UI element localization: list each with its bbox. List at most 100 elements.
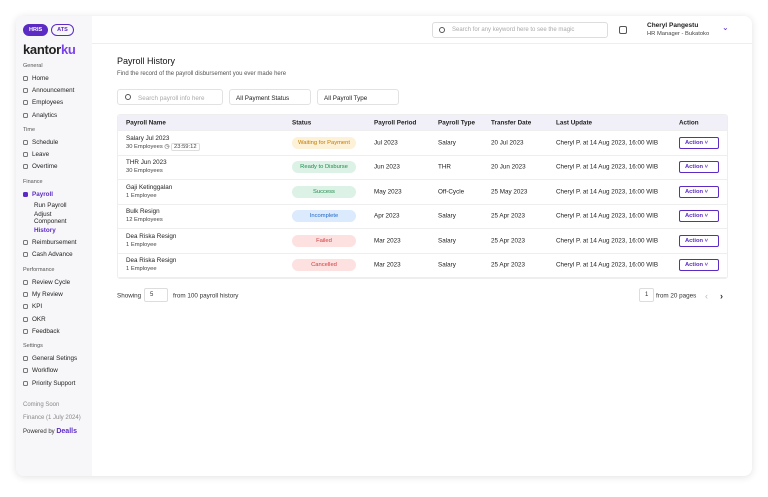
transfer-cell: 25 Apr 2023 <box>491 237 525 245</box>
period-cell: May 2023 <box>374 188 402 196</box>
column-header[interactable]: Transfer Date <box>491 119 532 126</box>
page-title: Payroll History <box>117 56 176 66</box>
search-placeholder: Search payroll info here <box>138 95 205 102</box>
nav-item[interactable]: OKR <box>23 313 85 325</box>
nav-item[interactable]: Analytics <box>23 109 85 121</box>
payroll-name[interactable]: Gaji Ketinggalan <box>126 183 173 191</box>
module-tab[interactable]: ATS <box>51 24 74 36</box>
payroll-name-cell: THR Jun 2023 30 Employees <box>126 158 167 176</box>
nav-label: Run Payroll <box>34 202 67 210</box>
nav-icon <box>23 356 28 362</box>
prev-page[interactable]: ‹ <box>705 291 708 301</box>
column-header: Status <box>292 119 312 126</box>
nav-icon <box>23 316 28 322</box>
sidebar: HRIS ATS kantorku General Home Announcement Em… <box>16 16 92 476</box>
nav-label: Cash Advance <box>32 251 73 259</box>
nav-item[interactable]: Priority Support <box>23 377 85 389</box>
nav-icon <box>23 279 28 285</box>
column-header[interactable]: Payroll Period <box>374 119 417 126</box>
table-row: Dea Riska Resign 1 Employee Failed Mar 2023… <box>118 229 727 254</box>
module-tab[interactable]: HRIS <box>23 24 49 36</box>
powered-label: Powered by <box>23 429 55 436</box>
payroll-name-cell: Dea Riska Resign 1 Employee <box>126 232 176 250</box>
nav-item[interactable]: Reimbursement <box>23 236 85 248</box>
action-button[interactable]: Action ˅ <box>679 234 719 247</box>
action-label: Action <box>685 188 704 195</box>
update-cell: Cheryl P. at 14 Aug 2023, 16:00 WIB <box>556 139 659 147</box>
nav-item[interactable]: Employees <box>23 97 85 109</box>
action-button[interactable]: Action ˅ <box>679 161 719 174</box>
module-tabs: HRIS ATS <box>23 24 85 36</box>
payroll-name-cell: Salary Jul 2023 30 Employees ◷ 23:59:12 <box>126 134 200 152</box>
column-header[interactable]: Payroll Name <box>126 119 166 126</box>
nav-label: Reimbursement <box>32 239 77 247</box>
search-icon <box>125 94 131 100</box>
nav-icon <box>23 304 28 310</box>
nav-label: Adjust Component <box>34 211 67 226</box>
status-filter[interactable]: All Payment Status <box>229 89 311 105</box>
nav-item[interactable]: General Setings <box>23 352 85 364</box>
action-label: Action <box>685 213 704 220</box>
nav-icon <box>23 328 28 334</box>
pages-label: from 20 pages <box>656 292 697 300</box>
update-cell: Cheryl P. at 14 Aug 2023, 16:00 WIB <box>556 188 659 196</box>
transfer-cell: 25 Apr 2023 <box>491 261 525 269</box>
nav-item[interactable]: My Review <box>23 288 85 300</box>
nav-label: Analytics <box>32 111 58 119</box>
nav-label: History <box>34 227 56 235</box>
action-label: Action <box>685 262 704 269</box>
payroll-name[interactable]: THR Jun 2023 <box>126 159 167 167</box>
nav-label: OKR <box>32 315 46 323</box>
payroll-name[interactable]: Bulk Resign <box>126 208 160 216</box>
nav-label: Priority Support <box>32 379 76 387</box>
employee-count: 1 Employee <box>126 265 176 274</box>
global-search[interactable]: Search for any keyword here to see the m… <box>432 22 608 38</box>
nav-label: Overtime <box>32 163 58 171</box>
action-button[interactable]: Action ˅ <box>679 185 719 198</box>
action-label: Action <box>685 164 704 171</box>
action-button[interactable]: Action ˅ <box>679 259 719 272</box>
nav-item[interactable]: Schedule <box>23 136 85 148</box>
table-row: Gaji Ketinggalan 1 Employee Success May 202… <box>118 180 727 205</box>
nav-item[interactable]: Announcement <box>23 84 85 96</box>
page-subtitle: Find the record of the payroll disbursem… <box>117 71 287 77</box>
nav-item[interactable]: Cash Advance <box>23 249 85 261</box>
nav-item[interactable]: Payroll <box>23 188 85 200</box>
nav-label: Schedule <box>32 138 59 146</box>
nav-item[interactable]: Feedback <box>23 325 85 337</box>
next-page[interactable]: › <box>720 291 723 301</box>
nav-item[interactable]: Review Cycle <box>23 276 85 288</box>
payroll-name-cell: Gaji Ketinggalan 1 Employee <box>126 183 172 201</box>
nav-section-title: General <box>23 63 43 69</box>
payroll-name[interactable]: Salary Jul 2023 <box>126 134 170 142</box>
nav-item[interactable]: Run Payroll <box>23 200 85 211</box>
nav-item[interactable]: Adjust Component <box>23 211 85 225</box>
update-cell: Cheryl P. at 14 Aug 2023, 16:00 WIB <box>556 261 659 269</box>
table-search[interactable]: Search payroll info here <box>117 89 223 105</box>
user-menu-caret[interactable]: ⌄ <box>722 23 729 32</box>
payroll-name[interactable]: Dea Riska Resign <box>126 232 177 240</box>
page-number[interactable]: 1 <box>639 288 655 302</box>
employee-count: 1 Employee <box>126 241 176 250</box>
payroll-table: Payroll Name Status Payroll Period Payroll … <box>117 114 728 279</box>
employees: 30 Employees <box>126 168 163 175</box>
transfer-cell: 20 Jul 2023 <box>491 139 524 147</box>
payroll-name-cell: Bulk Resign 12 Employees <box>126 207 163 225</box>
table-row: Bulk Resign 12 Employees Incomplete Apr 202… <box>118 205 727 229</box>
gift-icon[interactable] <box>619 26 627 34</box>
nav-item[interactable]: KPI <box>23 301 85 313</box>
user-role: HR Manager - Bukatoko <box>647 31 710 37</box>
type-filter[interactable]: All Payroll Type <box>317 89 399 105</box>
nav-label: My Review <box>32 290 63 298</box>
nav-item[interactable]: Workflow <box>23 365 85 377</box>
column-header[interactable]: Last Update <box>556 119 593 126</box>
nav-item[interactable]: Overtime <box>23 161 85 173</box>
action-button[interactable]: Action ˅ <box>679 210 719 223</box>
nav-item[interactable]: Leave <box>23 148 85 160</box>
action-button[interactable]: Action ˅ <box>679 136 719 149</box>
nav-item[interactable]: Home <box>23 72 85 84</box>
page-size[interactable]: 5 <box>144 288 168 302</box>
payroll-name[interactable]: Dea Riska Resign <box>126 257 177 265</box>
nav-item[interactable]: History <box>23 225 85 236</box>
